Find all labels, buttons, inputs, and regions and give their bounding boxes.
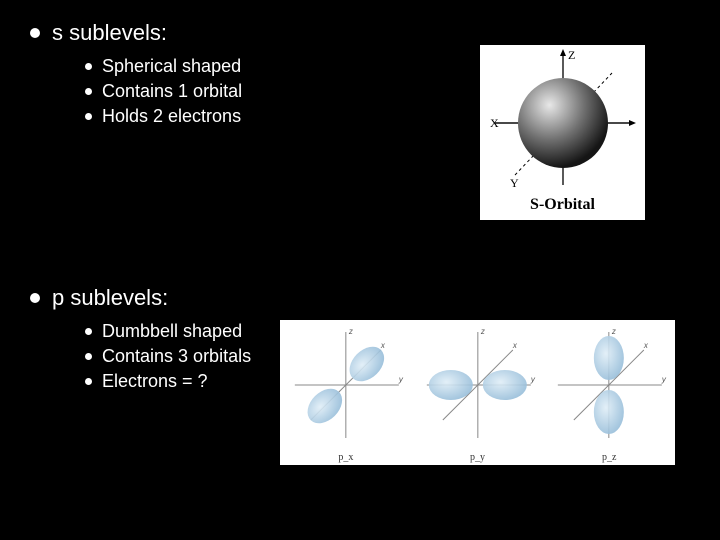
p-orbital-label: p_z (602, 452, 616, 463)
list-item: Dumbbell shaped (85, 321, 251, 342)
axis-label-z: Z (568, 48, 575, 62)
axis-label-y: Y (510, 176, 519, 190)
p-orbital-pz-svg: z y x (543, 320, 675, 465)
svg-text:z: z (480, 327, 485, 336)
svg-text:z: z (611, 327, 616, 336)
sub-text: Dumbbell shaped (102, 321, 242, 342)
svg-text:y: y (661, 375, 667, 384)
heading-row: s sublevels: (30, 20, 690, 46)
list-item: Electrons = ? (85, 371, 251, 392)
svg-text:x: x (643, 341, 649, 350)
s-orbital-svg: Z X Y (480, 45, 645, 220)
bullet-icon (85, 378, 92, 385)
svg-text:y: y (530, 375, 536, 384)
svg-text:x: x (380, 341, 386, 350)
list-item: Contains 3 orbitals (85, 346, 251, 367)
section-p-sublevels: p sublevels: Dumbbell shaped Contains 3 … (30, 285, 251, 396)
p-orbital-py-svg: z y x (412, 320, 544, 465)
svg-text:y: y (398, 375, 404, 384)
bullet-icon (30, 293, 40, 303)
p-orbital-panel-pz: z y x p_z (543, 320, 675, 465)
sub-text: Holds 2 electrons (102, 106, 241, 127)
sub-text: Spherical shaped (102, 56, 241, 77)
heading-row: p sublevels: (30, 285, 251, 311)
bullet-icon (85, 88, 92, 95)
heading-p: p sublevels: (52, 285, 168, 311)
p-orbital-figure: z y x p_x z y x p_y (280, 320, 675, 465)
sub-text: Contains 1 orbital (102, 81, 242, 102)
bullet-icon (85, 328, 92, 335)
p-orbital-px-svg: z y x (280, 320, 412, 465)
bullet-icon (85, 113, 92, 120)
sublist-p: Dumbbell shaped Contains 3 orbitals Elec… (85, 321, 251, 392)
p-orbital-panel-py: z y x p_y (412, 320, 544, 465)
bullet-icon (85, 353, 92, 360)
sub-text: Electrons = ? (102, 371, 208, 392)
axis-label-x: X (490, 116, 499, 130)
svg-text:z: z (348, 327, 353, 336)
sub-text: Contains 3 orbitals (102, 346, 251, 367)
svg-text:x: x (512, 341, 518, 350)
slide: s sublevels: Spherical shaped Contains 1… (0, 0, 720, 540)
bullet-icon (85, 63, 92, 70)
bullet-icon (30, 28, 40, 38)
p-orbital-panel-px: z y x p_x (280, 320, 412, 465)
p-orbital-label: p_y (470, 452, 485, 463)
p-orbital-label: p_x (338, 452, 353, 463)
s-orbital-caption: S-Orbital (480, 196, 645, 214)
heading-s: s sublevels: (52, 20, 167, 46)
s-orbital-figure: Z X Y S-Orbital (480, 45, 645, 220)
